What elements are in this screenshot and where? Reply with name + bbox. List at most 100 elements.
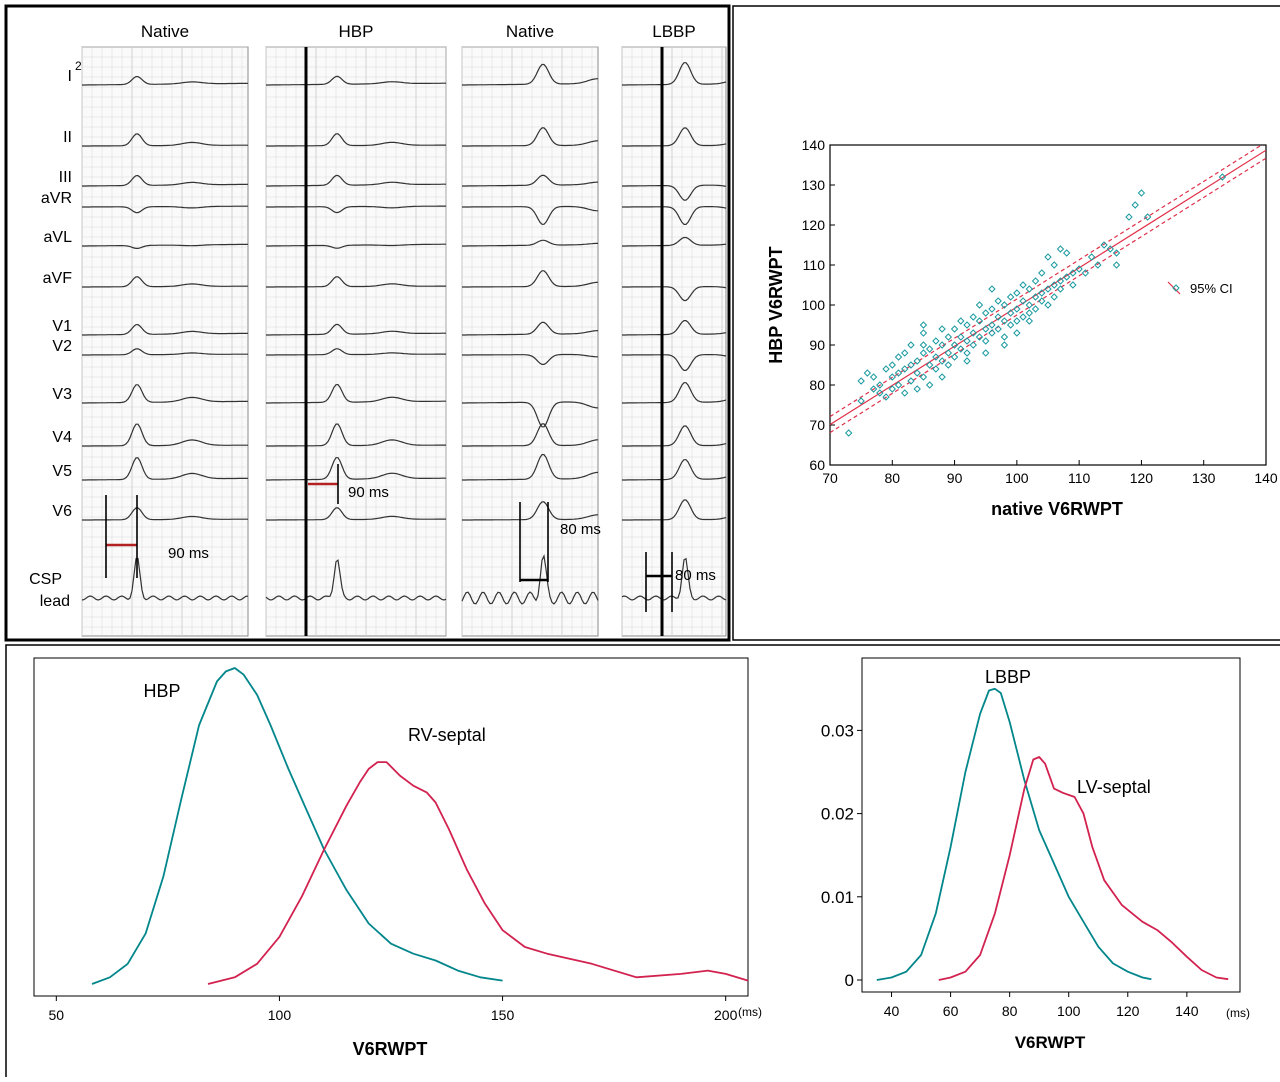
interval-marker-4 [645,552,673,612]
ecg-trace-lead-iii [266,174,446,187]
scatter-x-axis-label: native V6RWPT [991,499,1123,519]
scatter-point [969,329,977,337]
csp-lead-label-line1: CSP [29,571,62,588]
interval-label: 80 ms [560,521,601,538]
ecg-trace-lead-avr [82,205,248,214]
scatter-point [1044,253,1052,261]
scatter-point [1000,317,1009,325]
interval-marker-2 [308,464,339,504]
density-x-tick-label: 40 [884,1003,900,1019]
ecg-trace-lead-v6 [82,507,248,521]
density-chart-lbbp-lv: V6RWPT (ms) 40 60 80 100 120 140 0 0.01 0.02 0.03… [821,657,1250,1052]
scatter-point [938,357,946,365]
scatter-point [982,325,990,333]
scatter-point [925,381,934,389]
scatter-point [1062,249,1071,257]
scatter-point [869,385,878,393]
scatter-point [1038,297,1046,305]
ecg-trace-lead-v3 [82,384,249,404]
ecg-trace-lead-v3 [462,401,599,428]
scatter-point [913,357,921,365]
csp-lead-trace [265,559,447,601]
scatter-point [919,373,928,381]
ecg-trace-lead-v5 [462,454,599,481]
ecg-trace-lead-avf [82,276,248,288]
ecg-trace-lead-avl [266,243,446,249]
scatter-point [882,365,890,373]
ecg-column-title: Native [506,22,554,41]
scatter-point [1013,317,1021,325]
scatter-panel-border [732,5,1280,641]
scatter-point [1056,285,1065,293]
scatter-x-tick-label: 130 [1192,470,1216,486]
scatter-y-tick-label: 100 [802,297,826,313]
scatter-point [1100,241,1108,249]
lead-label-avl: aVL [44,229,73,246]
scatter-point [1025,285,1034,293]
scatter-point [969,313,977,321]
scatter-y-tick-label: 70 [809,417,825,433]
scatter-point [1143,213,1152,221]
ecg-trace-lead-ii [82,133,248,147]
ecg-column-title: HBP [339,22,374,41]
scatter-x-tick-label: 90 [947,470,963,486]
scatter-point [857,377,865,385]
scatter-point [1087,253,1096,261]
scatter-point [1031,305,1040,313]
ecg-trace-lead-v1 [82,323,249,336]
scatter-point [938,373,946,381]
ecg-trace-lead-avr [266,205,446,214]
lead-label-iii: III [59,169,72,186]
scatter-point [1131,201,1139,209]
ecg-trace-lead-iii [82,174,249,187]
density-curve-hbp [91,667,503,985]
scatter-point [925,361,934,369]
scatter-point [919,349,928,357]
density-y-tick-label: 0 [845,971,854,990]
scatter-point [1038,269,1046,277]
scatter-point [1081,269,1090,277]
scatter-chart: HBP V6RWPT native V6RWPT 95% CI 70 80 90 10… [766,137,1278,519]
scatter-x-tick-label: 120 [1130,470,1154,486]
scatter-point [907,361,915,369]
scatter-point [957,345,965,353]
scatter-point [1050,281,1058,289]
ecg-trace-lead-iii [462,174,599,187]
scatter-point [988,321,996,329]
ecg-trace-lead-v2 [622,354,727,371]
scatter-x-tick-label: 100 [1005,470,1029,486]
scatter-x-tick-label: 80 [884,470,900,486]
scatter-point [1112,249,1121,257]
ecg-trace-lead-iii [622,184,727,201]
scatter-point [888,385,896,393]
ecg-trace-lead-i [82,75,249,86]
density-plot-frame [33,657,749,997]
legend-point-icon [1172,284,1180,292]
bottom-panel-border [5,644,1280,1082]
ecg-trace-lead-v2 [82,348,248,356]
ecg-trace-lead-avf [622,286,727,302]
scatter-point [994,297,1002,305]
scatter-point [1106,245,1114,253]
lead-label-v2: V2 [52,338,72,355]
scatter-point [1062,273,1071,281]
scatter-point [1000,301,1009,309]
lead-label-v3: V3 [52,386,72,403]
density-x-tick-label: 60 [943,1003,959,1019]
scatter-point [1050,261,1058,269]
ecg-trace-lead-v6 [622,499,727,521]
density-y-tick-label: 0.02 [821,805,854,824]
ecg-trace-lead-v1 [462,321,599,336]
scatter-point [1013,289,1021,297]
ecg-grid-frame [461,46,599,637]
scatter-y-tick-label: 130 [802,177,826,193]
scatter-legend-label: 95% CI [1190,281,1233,296]
density-x-tick-label: 120 [1116,1003,1140,1019]
density-x-tick-label: 80 [1002,1003,1018,1019]
density-x-tick-label: 50 [49,1007,65,1023]
scatter-point [1056,277,1065,285]
density-x-tick-label: 200 [714,1007,738,1023]
density1-x-unit: (ms) [738,1005,762,1019]
scatter-point [932,337,940,345]
